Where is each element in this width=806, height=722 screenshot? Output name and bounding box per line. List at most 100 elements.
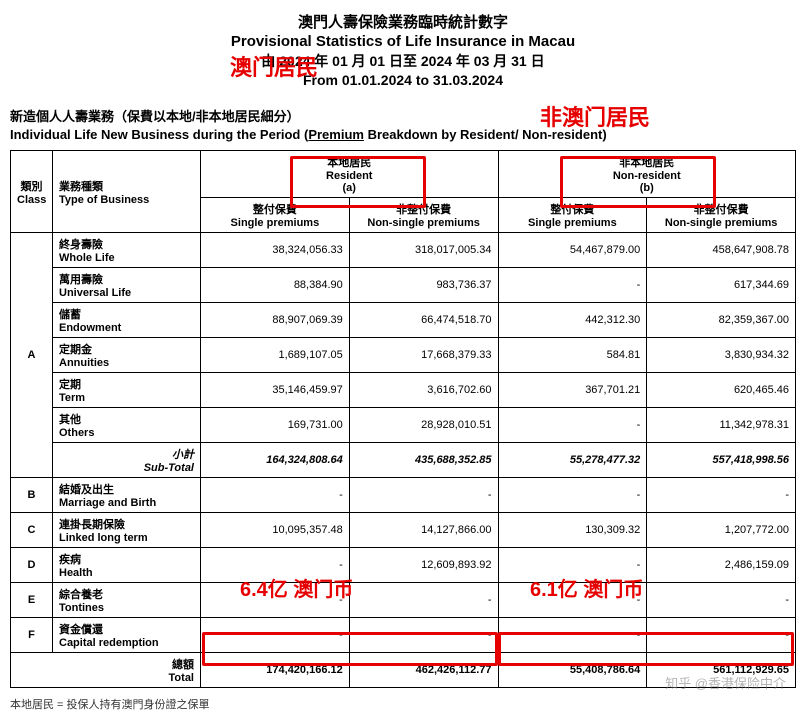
class-cell: C [11, 513, 53, 548]
value-cell: 82,359,367.00 [647, 303, 796, 338]
title-en: Provisional Statistics of Life Insurance… [10, 33, 796, 50]
value-cell: 1,207,772.00 [647, 513, 796, 548]
value-cell: - [201, 478, 350, 513]
value-cell: 367,701.21 [498, 373, 647, 408]
subtitle-en-pre: Individual Life New Business during the … [10, 127, 308, 142]
th-nres-sp: 整付保費Single premiums [498, 198, 647, 233]
table-row: 儲蓄Endowment88,907,069.3966,474,518.70442… [11, 303, 796, 338]
value-cell: 10,095,357.48 [201, 513, 350, 548]
value-cell: 88,384.90 [201, 268, 350, 303]
type-cell: 其他Others [53, 408, 201, 443]
value-cell: - [349, 583, 498, 618]
value-cell: 88,907,069.39 [201, 303, 350, 338]
th-nonresident: 非本地居民 Non-resident (b) [498, 151, 796, 198]
type-cell: 萬用壽險Universal Life [53, 268, 201, 303]
value-cell: 14,127,866.00 [349, 513, 498, 548]
th-class-en: Class [17, 194, 46, 206]
th-type-en: Type of Business [59, 194, 194, 206]
th-type-cn: 業務種類 [59, 178, 194, 194]
value-cell: - [647, 478, 796, 513]
table-row: 其他Others169,731.0028,928,010.51-11,342,9… [11, 408, 796, 443]
th-nsp-cn: 非整付保費 [396, 204, 451, 216]
type-cell: 綜合養老Tontines [53, 583, 201, 618]
value-cell: 54,467,879.00 [498, 233, 647, 268]
value-cell: - [498, 548, 647, 583]
value-cell: 11,342,978.31 [647, 408, 796, 443]
subtitle-cn: 新造個人人壽業務（保費以本地/非本地居民細分） [10, 106, 796, 125]
class-cell: E [11, 583, 53, 618]
value-cell: 620,465.46 [647, 373, 796, 408]
value-cell: - [498, 583, 647, 618]
th-res-nsp: 非整付保費Non-single premiums [349, 198, 498, 233]
value-cell: - [349, 618, 498, 653]
th-resident-cn: 本地居民 [327, 157, 371, 169]
watermark: 知乎 @香港保险中介 [665, 673, 786, 692]
th-nsp-en: Non-single premiums [367, 217, 479, 229]
th-nonresident-sub: (b) [640, 182, 654, 194]
value-cell: - [498, 478, 647, 513]
value-cell: - [498, 268, 647, 303]
value-cell: - [498, 408, 647, 443]
value-cell: 318,017,005.34 [349, 233, 498, 268]
value-cell: 442,312.30 [498, 303, 647, 338]
table-head: 類別 Class 業務種類 Type of Business 本地居民 Resi… [11, 151, 796, 233]
value-cell: - [201, 548, 350, 583]
value-cell: - [498, 618, 647, 653]
value-cell: 584.81 [498, 338, 647, 373]
th-sp-cn2: 整付保費 [550, 204, 594, 216]
title-date-en: From 01.01.2024 to 31.03.2024 [10, 72, 796, 88]
subtitle-en-post: Breakdown by Resident/ Non-resident) [364, 127, 607, 142]
th-res-sp: 整付保費Single premiums [201, 198, 350, 233]
value-cell: 3,616,702.60 [349, 373, 498, 408]
value-cell: 435,688,352.85 [349, 443, 498, 478]
table-body: A終身壽險Whole Life38,324,056.33318,017,005.… [11, 233, 796, 688]
type-cell: 定期金Annuities [53, 338, 201, 373]
table-row: F資金償還Capital redemption---- [11, 618, 796, 653]
class-cell: D [11, 548, 53, 583]
table-row: B結婚及出生Marriage and Birth---- [11, 478, 796, 513]
value-cell: - [201, 583, 350, 618]
value-cell: 1,689,107.05 [201, 338, 350, 373]
table-row: A終身壽險Whole Life38,324,056.33318,017,005.… [11, 233, 796, 268]
total-label: 總額Total [11, 653, 201, 688]
value-cell: 3,830,934.32 [647, 338, 796, 373]
th-nsp-cn2: 非整付保費 [694, 204, 749, 216]
class-cell: B [11, 478, 53, 513]
th-sp-en2: Single premiums [528, 217, 617, 229]
type-cell: 資金償還Capital redemption [53, 618, 201, 653]
data-table: 類別 Class 業務種類 Type of Business 本地居民 Resi… [10, 150, 796, 688]
value-cell: 617,344.69 [647, 268, 796, 303]
value-cell: 983,736.37 [349, 268, 498, 303]
table-row: 定期Term35,146,459.973,616,702.60367,701.2… [11, 373, 796, 408]
value-cell: - [349, 478, 498, 513]
value-cell: 174,420,166.12 [201, 653, 350, 688]
report-title: 澳門人壽保險業務臨時統計數字 Provisional Statistics of… [10, 11, 796, 88]
value-cell: 17,668,379.33 [349, 338, 498, 373]
th-type: 業務種類 Type of Business [53, 151, 201, 233]
value-cell: 66,474,518.70 [349, 303, 498, 338]
footnote: 本地居民 = 投保人持有澳門身份證之保單 [10, 696, 796, 712]
class-cell: A [11, 233, 53, 478]
value-cell: 169,731.00 [201, 408, 350, 443]
subtotal-row: 小計Sub-Total164,324,808.64435,688,352.855… [11, 443, 796, 478]
title-cn: 澳門人壽保險業務臨時統計數字 [10, 11, 796, 32]
th-sp-en: Single premiums [231, 217, 320, 229]
th-class-cn: 類別 [17, 178, 46, 194]
table-row: 定期金Annuities1,689,107.0517,668,379.33584… [11, 338, 796, 373]
table-row: E綜合養老Tontines---- [11, 583, 796, 618]
value-cell: - [201, 618, 350, 653]
value-cell: 462,426,112.77 [349, 653, 498, 688]
type-cell: 連掛長期保險Linked long term [53, 513, 201, 548]
value-cell: 2,486,159.09 [647, 548, 796, 583]
value-cell: 130,309.32 [498, 513, 647, 548]
type-cell: 疾病Health [53, 548, 201, 583]
th-sp-cn: 整付保費 [253, 204, 297, 216]
th-resident-en: Resident [326, 170, 372, 182]
subtitle-en-underline: Premium [308, 127, 364, 142]
value-cell: 458,647,908.78 [647, 233, 796, 268]
class-cell: F [11, 618, 53, 653]
table-row: 萬用壽險Universal Life88,384.90983,736.37-61… [11, 268, 796, 303]
type-cell: 結婚及出生Marriage and Birth [53, 478, 201, 513]
type-cell: 終身壽險Whole Life [53, 233, 201, 268]
type-cell: 定期Term [53, 373, 201, 408]
